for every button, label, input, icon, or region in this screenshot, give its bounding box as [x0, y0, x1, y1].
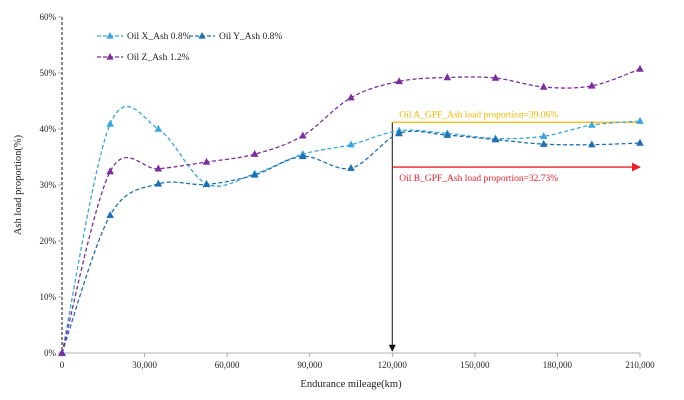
data-point-oil-y — [250, 170, 259, 178]
data-point-oil-z — [395, 77, 403, 85]
y-tick-labels: 0% 10% 20% 30% 40% 50% 60% — [40, 12, 62, 358]
x-tick-label: 90,000 — [297, 360, 322, 370]
legend-item-oil-z: Oil Z_Ash 1.2% — [97, 53, 190, 63]
data-point-oil-x — [539, 132, 548, 140]
legend-marker-oil-x — [106, 32, 114, 39]
data-point-oil-y — [154, 179, 163, 187]
x-tick-label: 210,000 — [625, 360, 655, 370]
series-line-oil-y — [61, 130, 641, 354]
data-point-oil-y — [395, 129, 403, 137]
data-point-oil-y — [202, 180, 211, 188]
data-point-oil-z — [299, 131, 307, 139]
legend-label-oil-z: Oil Z_Ash 1.2% — [127, 53, 190, 63]
data-point-oil-z — [154, 164, 163, 172]
y-tick-label: 60% — [40, 12, 57, 22]
data-point-oil-z — [539, 82, 548, 90]
data-point-oil-y — [539, 139, 548, 147]
data-point-oil-y — [347, 164, 355, 171]
data-point-oil-y — [106, 211, 114, 218]
data-point-oil-z — [347, 93, 355, 101]
annotations: Oil A_GPF_Ash load proportion=39.06% Oil … — [388, 110, 641, 352]
x-tick-label: 180,000 — [543, 360, 573, 370]
y-axis-label: Ash load proportion(%) — [13, 134, 24, 235]
y-tick-label: 0% — [44, 348, 57, 358]
data-point-oil-y — [588, 140, 596, 148]
y-tick-label: 30% — [40, 180, 57, 190]
data-point-oil-z — [443, 73, 452, 81]
data-point-oil-y — [491, 135, 500, 143]
y-tick-label: 20% — [40, 236, 57, 246]
legend-item-oil-x: Oil X_Ash 0.8% — [97, 32, 191, 42]
legend-label-oil-y: Oil Y_Ash 0.8% — [219, 32, 282, 42]
data-point-oil-x — [154, 124, 163, 132]
data-point-oil-z — [250, 150, 259, 157]
data-point-oil-z — [491, 73, 500, 81]
x-axis-label: Endurance mileage(km) — [300, 379, 402, 390]
legend: Oil X_Ash 0.8% Oil Y_Ash 0.8% Oil Z_Ash … — [97, 32, 282, 63]
series-line-oil-z — [61, 68, 641, 354]
data-point-oil-z — [58, 348, 66, 356]
data-point-oil-z — [202, 157, 211, 165]
legend-marker-oil-y — [198, 32, 206, 39]
data-point-oil-x — [106, 119, 114, 127]
data-point-oil-z — [588, 81, 596, 89]
y-tick-label: 50% — [40, 68, 57, 78]
legend-item-oil-y: Oil Y_Ash 0.8% — [189, 32, 282, 42]
data-point-oil-x — [636, 116, 644, 124]
legend-marker-oil-z — [106, 53, 114, 60]
x-tick-label: 150,000 — [460, 360, 490, 370]
series-layer — [58, 64, 644, 356]
data-point-oil-y — [443, 130, 452, 138]
x-tick-label: 60,000 — [215, 360, 240, 370]
data-point-oil-x — [347, 140, 355, 148]
y-tick-label: 40% — [40, 124, 57, 134]
oil-b-annotation-label: Oil B_GPF_Ash load proportion=32.73% — [399, 174, 558, 184]
oil-a-annotation-label: Oil A_GPF_Ash load proportion=39.06% — [399, 110, 558, 120]
data-point-oil-z — [636, 64, 644, 72]
x-tick-label: 120,000 — [378, 360, 408, 370]
data-point-oil-y — [299, 152, 307, 160]
x-tick-label: 0 — [60, 360, 65, 370]
data-point-oil-z — [106, 167, 114, 175]
y-tick-label: 10% — [40, 292, 57, 302]
data-point-oil-x — [588, 120, 596, 128]
x-tick-labels: 0 30,000 60,000 90,000 120,000 150,000 180,000… — [60, 353, 655, 370]
series-line-oil-x — [61, 106, 641, 354]
x-tick-label: 30,000 — [132, 360, 157, 370]
data-point-oil-y — [636, 138, 644, 146]
legend-label-oil-x: Oil X_Ash 0.8% — [127, 32, 191, 42]
